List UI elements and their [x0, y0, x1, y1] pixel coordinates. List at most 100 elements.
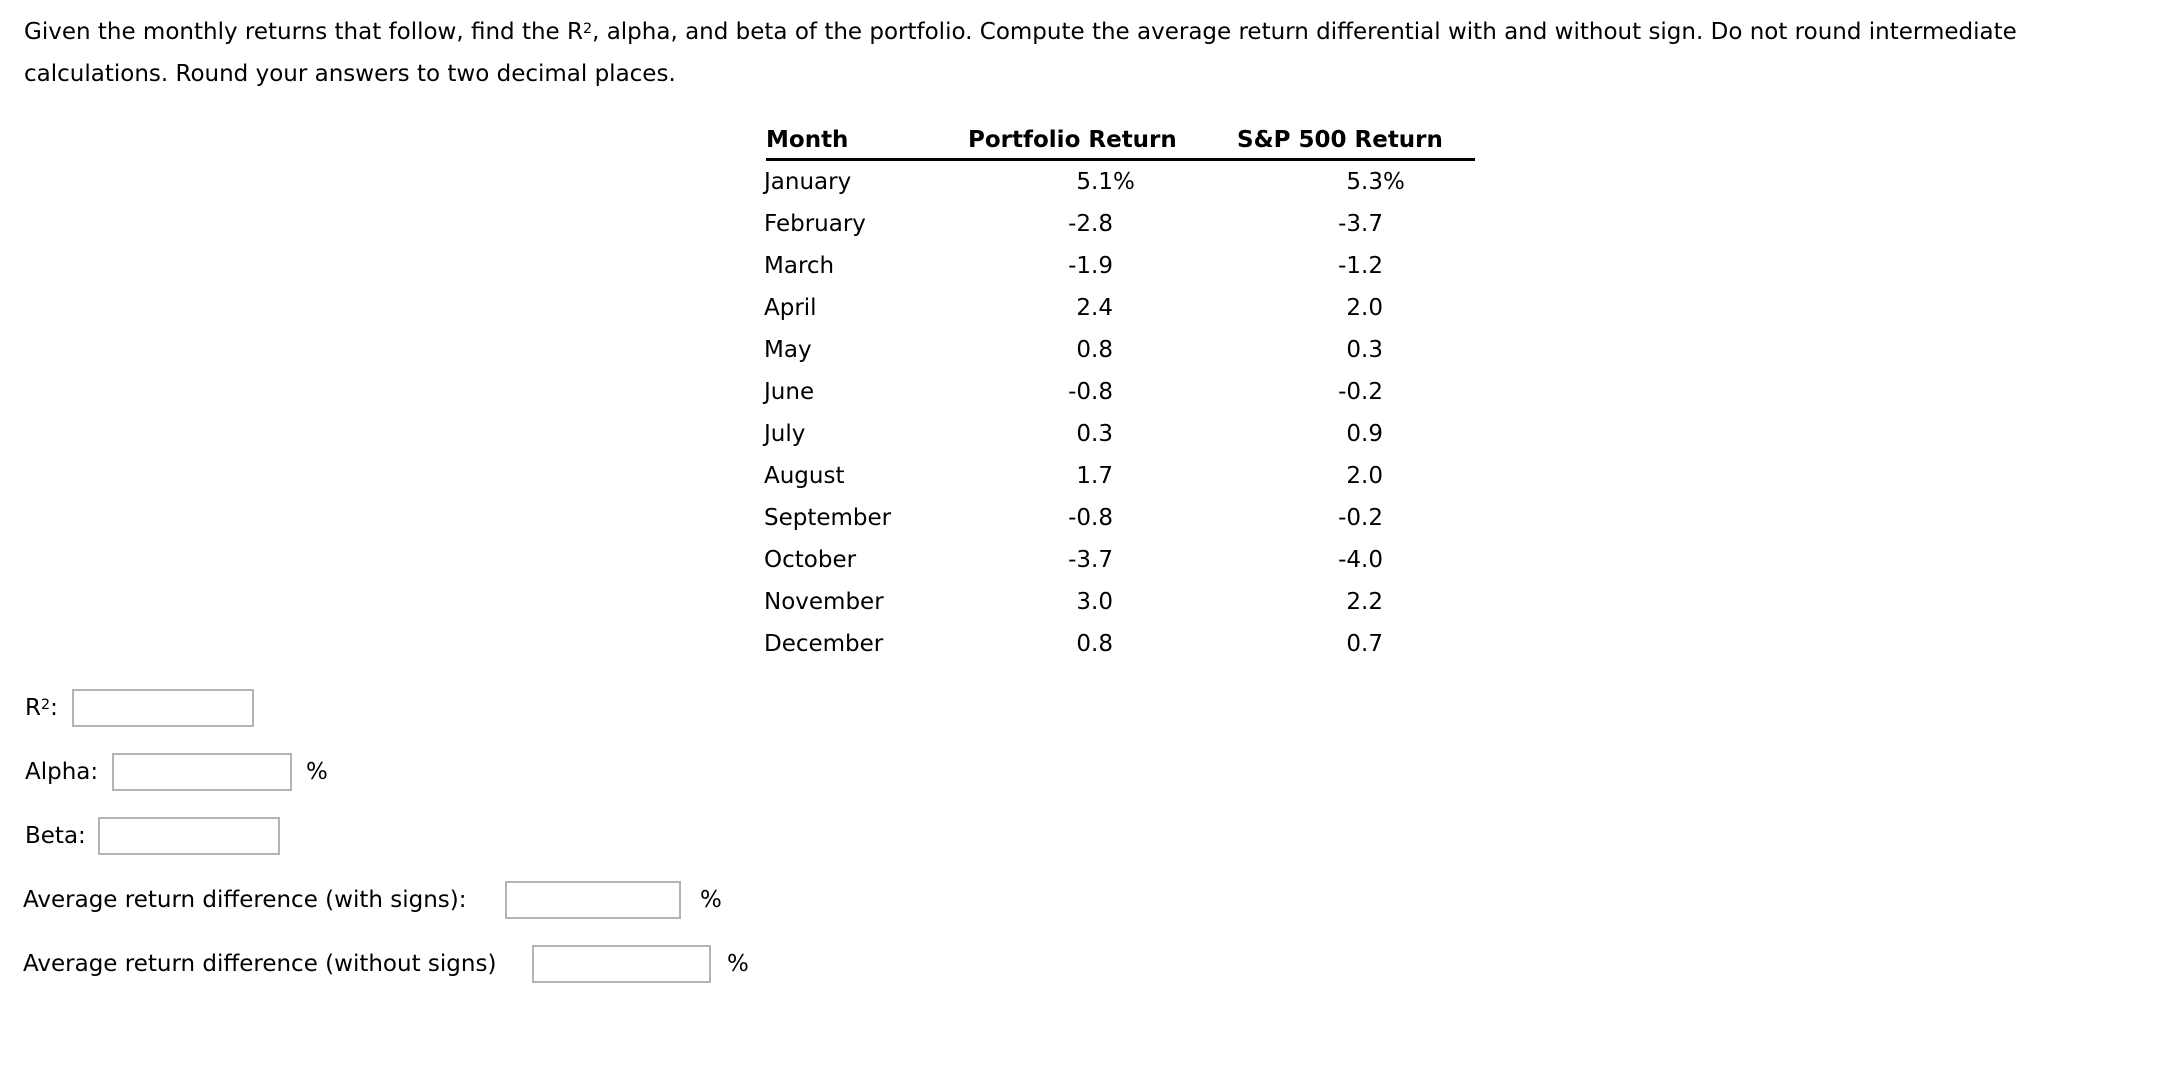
portfolio-return-value: 0.8	[1076, 337, 1113, 363]
sp500-return-value: -0.2	[1338, 379, 1383, 405]
beta-label: Beta:	[25, 823, 86, 849]
portfolio-return-cell: 2.4	[968, 287, 1113, 329]
table-row: November 3.0 2.2	[0, 581, 2182, 623]
month-cell: March	[764, 253, 835, 279]
sp500-return-value: 2.0	[1346, 463, 1383, 489]
portfolio-return-cell: 0.8	[968, 623, 1113, 665]
table-row: March -1.9 -1.2	[0, 245, 2182, 287]
portfolio-return-cell: 0.8	[968, 329, 1113, 371]
r-squared-superscript: 2	[40, 696, 51, 713]
portfolio-return-cell: -3.7	[968, 539, 1113, 581]
alpha-input[interactable]	[112, 753, 292, 791]
with-signs-percent-sign: %	[700, 887, 722, 913]
portfolio-return-cell: -0.8	[968, 371, 1113, 413]
month-cell: August	[764, 463, 845, 489]
sp500-return-cell: 0.7	[1238, 623, 1383, 665]
month-cell: February	[764, 211, 866, 237]
table-row: May 0.8 0.3	[0, 329, 2182, 371]
sp500-return-cell: 2.0	[1238, 455, 1383, 497]
sp500-return-value: 0.7	[1346, 631, 1383, 657]
question-line-1: Given the monthly returns that follow, f…	[24, 13, 2017, 55]
alpha-percent-sign: %	[306, 759, 328, 785]
avg-diff-without-signs-label: Average return difference (without signs…	[23, 951, 497, 977]
table-row: October -3.7 -4.0	[0, 539, 2182, 581]
portfolio-return-cell: 1.7	[968, 455, 1113, 497]
sp500-return-value: 0.3	[1346, 337, 1383, 363]
portfolio-return-cell: 0.3	[968, 413, 1113, 455]
percent-suffix: %	[1383, 169, 1405, 195]
month-cell: October	[764, 547, 857, 573]
table-row: January 5.1% 5.3%	[0, 161, 2182, 203]
question-line-2: calculations. Round your answers to two …	[24, 61, 676, 87]
portfolio-return-value: 0.3	[1076, 421, 1113, 447]
question-text: Given the monthly returns that follow, f…	[24, 13, 2017, 94]
r2-label: R2:	[25, 689, 58, 730]
portfolio-return-column-header: Portfolio Return	[968, 127, 1177, 153]
alpha-label: Alpha:	[25, 759, 99, 785]
header-rule	[766, 158, 1475, 161]
portfolio-return-value: -1.9	[1068, 253, 1113, 279]
sp500-return-value: 5.3	[1346, 169, 1383, 195]
without-signs-percent-sign: %	[727, 951, 749, 977]
portfolio-return-value: 5.1	[1076, 169, 1113, 195]
portfolio-return-value: 2.4	[1076, 295, 1113, 321]
month-cell: September	[764, 505, 892, 531]
sp500-return-column-header: S&P 500 Return	[1237, 127, 1443, 153]
sp500-return-cell: 0.3	[1238, 329, 1383, 371]
question-line-1-text: Given the monthly returns that follow, f…	[24, 19, 583, 45]
portfolio-return-value: 3.0	[1076, 589, 1113, 615]
sp500-return-cell: -1.2	[1238, 245, 1383, 287]
sp500-return-cell: -3.7	[1238, 203, 1383, 245]
portfolio-return-value: -0.8	[1068, 505, 1113, 531]
table-row: August 1.7 2.0	[0, 455, 2182, 497]
percent-suffix: %	[1113, 169, 1135, 195]
portfolio-return-cell: -1.9	[968, 245, 1113, 287]
sp500-return-cell: -4.0	[1238, 539, 1383, 581]
portfolio-return-value: -0.8	[1068, 379, 1113, 405]
r2-label-text: R	[25, 695, 41, 721]
question-line-1-rest: , alpha, and beta of the portfolio. Comp…	[592, 19, 2017, 45]
sp500-return-cell: 2.0	[1238, 287, 1383, 329]
month-cell: June	[764, 379, 815, 405]
table-row: June -0.8 -0.2	[0, 371, 2182, 413]
portfolio-return-cell: -0.8	[968, 497, 1113, 539]
sp500-return-cell: 0.9	[1238, 413, 1383, 455]
sp500-return-cell: -0.2	[1238, 497, 1383, 539]
portfolio-return-cell: 3.0	[968, 581, 1113, 623]
sp500-return-cell: -0.2	[1238, 371, 1383, 413]
sp500-return-value: -0.2	[1338, 505, 1383, 531]
avg-diff-with-signs-input[interactable]	[505, 881, 681, 919]
table-row: April 2.4 2.0	[0, 287, 2182, 329]
sp500-return-value: -1.2	[1338, 253, 1383, 279]
month-cell: July	[764, 421, 806, 447]
sp500-return-value: 2.2	[1346, 589, 1383, 615]
avg-diff-with-signs-label: Average return difference (with signs):	[23, 887, 467, 913]
sp500-return-value: -3.7	[1338, 211, 1383, 237]
month-cell: January	[764, 169, 852, 195]
table-row: December 0.8 0.7	[0, 623, 2182, 665]
sp500-return-cell: 5.3%	[1238, 161, 1404, 203]
sp500-return-cell: 2.2	[1238, 581, 1383, 623]
sp500-return-value: 2.0	[1346, 295, 1383, 321]
avg-diff-without-signs-input[interactable]	[532, 945, 711, 983]
month-cell: December	[764, 631, 884, 657]
r-squared-superscript: 2	[583, 20, 593, 37]
month-cell: April	[764, 295, 817, 321]
portfolio-return-cell: -2.8	[968, 203, 1113, 245]
r2-label-colon: :	[50, 695, 58, 721]
portfolio-return-value: 0.8	[1076, 631, 1113, 657]
portfolio-return-value: -2.8	[1068, 211, 1113, 237]
portfolio-return-cell: 5.1%	[968, 161, 1134, 203]
beta-input[interactable]	[98, 817, 280, 855]
portfolio-return-value: -3.7	[1068, 547, 1113, 573]
table-row: July 0.3 0.9	[0, 413, 2182, 455]
table-row: February -2.8 -3.7	[0, 203, 2182, 245]
sp500-return-value: 0.9	[1346, 421, 1383, 447]
month-column-header: Month	[766, 127, 849, 153]
month-cell: May	[764, 337, 812, 363]
table-row: September -0.8 -0.2	[0, 497, 2182, 539]
r2-input[interactable]	[72, 689, 254, 727]
sp500-return-value: -4.0	[1338, 547, 1383, 573]
portfolio-return-value: 1.7	[1076, 463, 1113, 489]
